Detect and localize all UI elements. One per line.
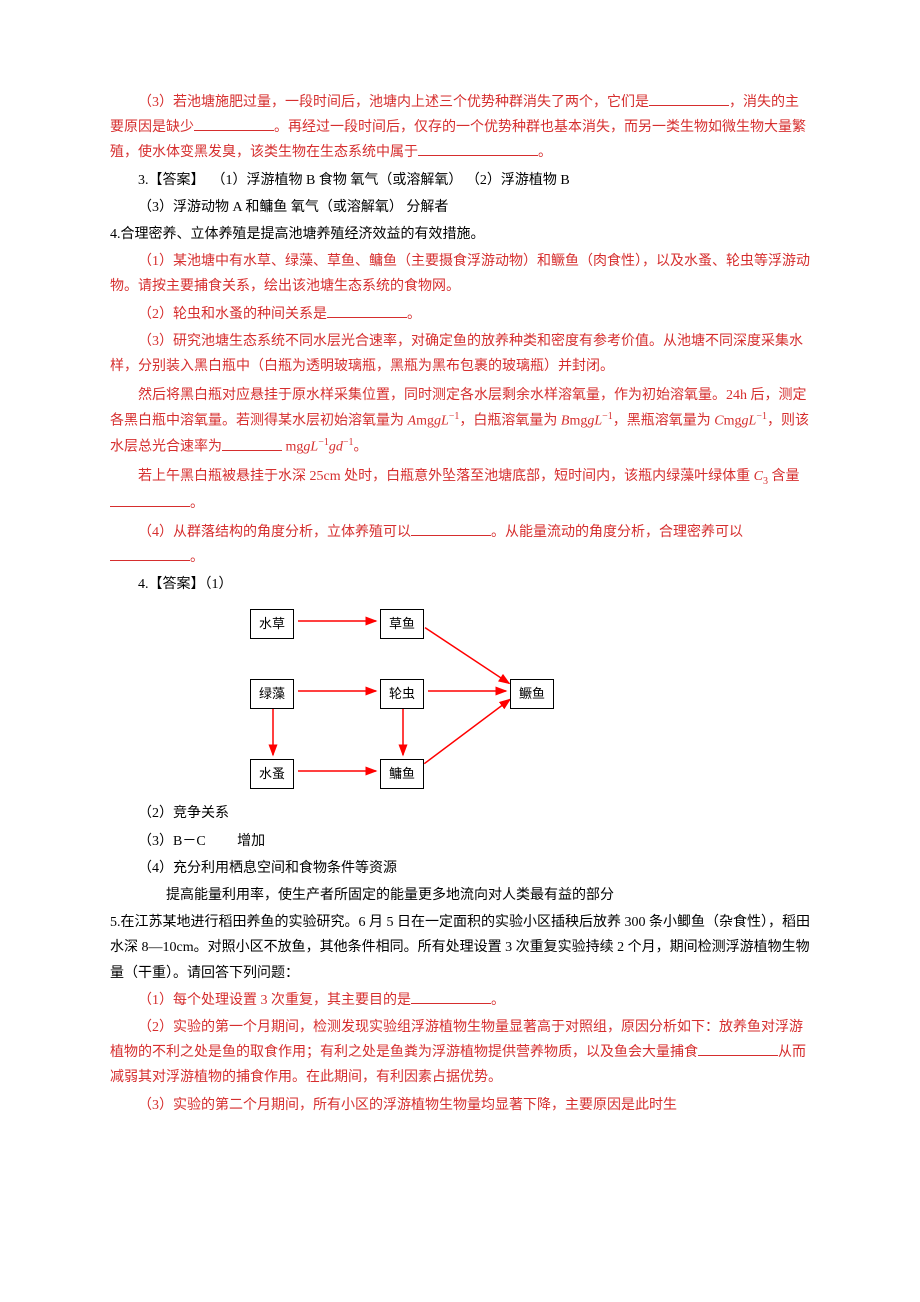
- q4-ans-4b: 提高能量利用率，使生产者所固定的能量更多地流向对人类最有益的部分: [110, 883, 810, 908]
- unit-mg: mg: [569, 414, 587, 429]
- unit-d: d: [336, 440, 343, 455]
- foodweb-diagram: 水草 草鱼绿藻 轮虫 鳜鱼水蚤 鳙鱼: [250, 609, 590, 789]
- q4-ans-3-text: （3）B－C 增加: [138, 834, 265, 849]
- foodweb-node-yongyu: 鳙鱼: [380, 759, 424, 788]
- q3-answer-line1: 3.【答案】 （1）浮游植物 B 食物 氧气（或溶解氧） （2）浮游植物 B: [110, 168, 810, 193]
- q4-p4-a: （4）从群落结构的角度分析，立体养殖可以: [138, 525, 411, 540]
- q4-p2: （2）轮虫和水蚤的种间关系是 。: [110, 302, 810, 327]
- foodweb-node-caoyu: 草鱼: [380, 609, 424, 638]
- blank: [411, 522, 491, 536]
- blank: [194, 117, 274, 131]
- formula-C: C: [714, 414, 723, 429]
- neg1: −1: [449, 411, 460, 422]
- q4-p4-c: 。: [190, 550, 204, 565]
- blank: [222, 437, 282, 451]
- q5-p1-a: （1）每个处理设置 3 次重复，其主要目的是: [138, 993, 411, 1008]
- q3-ans-1: （1）浮游植物 B 食物 氧气（或溶解氧） （2）浮游植物 B: [212, 173, 570, 188]
- q4-p4: （4）从群落结构的角度分析，立体养殖可以 。从能量流动的角度分析，合理密养可以。: [110, 520, 810, 570]
- q4-ans-line1: 4.【答案】（1）: [110, 572, 810, 597]
- blank: [110, 547, 190, 561]
- blank: [418, 142, 538, 156]
- q4-ans-4: （4）充分利用栖息空间和食物条件等资源: [110, 856, 810, 881]
- foodweb-node-guiyu: 鳜鱼: [510, 679, 554, 708]
- foodweb-node-shuicao: 水草: [250, 609, 294, 638]
- q4-p3: （3）研究池塘生态系统不同水层光合速率，对确定鱼的放养种类和密度有参考价值。从池…: [110, 329, 810, 379]
- q4-p3c-b: 含量: [768, 469, 800, 484]
- C3-C: C: [754, 469, 763, 484]
- q5-p1: （1）每个处理设置 3 次重复，其主要目的是 。: [110, 988, 810, 1013]
- q4-p2-b: 。: [407, 307, 421, 322]
- q4-intro: 4.合理密养、立体养殖是提高池塘养殖经济效益的有效措施。: [110, 222, 810, 247]
- q4-p4-b: 。从能量流动的角度分析，合理密养可以: [491, 525, 743, 540]
- q4-ans-3: （3）B－C 增加: [110, 829, 810, 854]
- q4-ans-2: （2）竞争关系: [110, 801, 810, 826]
- q5-p2: （2）实验的第一个月期间，检测发现实验组浮游植物生物量显著高于对照组，原因分析如…: [110, 1015, 810, 1091]
- foodweb-edge: [424, 700, 510, 764]
- unit-mg: mg: [416, 414, 434, 429]
- foodweb-edge: [425, 628, 509, 684]
- q3-p3-text-a: （3）若池塘施肥过量，一段时间后，池塘内上述三个优势种群消失了两个，它们是: [138, 95, 649, 110]
- formula-A: A: [408, 414, 417, 429]
- neg1: −1: [318, 437, 329, 448]
- q4-p3c: 若上午黑白瓶被悬挂于水深 25cm 处时，白瓶意外坠落至池塘底部，短时间内，该瓶…: [110, 464, 810, 516]
- q5-intro: 5.在江苏某地进行稻田养鱼的实验研究。6 月 5 日在一定面积的实验小区插秧后放…: [110, 910, 810, 986]
- unit-mg: mg: [724, 414, 742, 429]
- unit-gL: gL: [742, 414, 757, 429]
- unit-gL: gL: [434, 414, 449, 429]
- q3-p3-text-d: 。: [538, 145, 552, 160]
- neg1: −1: [602, 411, 613, 422]
- q5-p1-b: 。: [491, 993, 505, 1008]
- unit-mg: mg: [286, 440, 304, 455]
- foodweb-node-lunchong: 轮虫: [380, 679, 424, 708]
- blank: [698, 1042, 778, 1056]
- blank: [411, 990, 491, 1004]
- blank: [327, 304, 407, 318]
- q3-part3: （3）若池塘施肥过量，一段时间后，池塘内上述三个优势种群消失了两个，它们是，消失…: [110, 90, 810, 166]
- q4-p3b-c: ，黑瓶溶氧量为: [613, 414, 715, 429]
- q4-ans-label: 4.【答案】: [138, 577, 205, 592]
- blank: [649, 92, 729, 106]
- q5-p3: （3）实验的第二个月期间，所有小区的浮游植物生物量均显著下降，主要原因是此时生: [110, 1093, 810, 1118]
- foodweb-node-shuizao: 水蚤: [250, 759, 294, 788]
- q3-ans-label: 3.【答案】: [138, 173, 205, 188]
- q4-p3b: 然后将黑白瓶对应悬挂于原水样采集位置，同时测定各水层剩余水样溶氧量，作为初始溶氧…: [110, 383, 810, 460]
- neg1: −1: [756, 411, 767, 422]
- foodweb-node-lvzao: 绿藻: [250, 679, 294, 708]
- q3-ans-2: （3）浮游动物 A 和鳙鱼 氧气（或溶解氧） 分解者: [138, 200, 448, 215]
- neg1: −1: [343, 437, 354, 448]
- q3-answer-line2: （3）浮游动物 A 和鳙鱼 氧气（或溶解氧） 分解者: [110, 195, 810, 220]
- unit-gL: gL: [303, 440, 318, 455]
- unit-gL: gL: [587, 414, 602, 429]
- q4-p3b-e: 。: [353, 440, 367, 455]
- q4-p2-a: （2）轮虫和水蚤的种间关系是: [138, 307, 327, 322]
- blank: [110, 493, 190, 507]
- q4-ans-1: （1）: [205, 577, 233, 592]
- q4-p3b-b: ，白瓶溶氧量为: [459, 414, 561, 429]
- q4-p3c-c: 。: [190, 496, 204, 511]
- unit-g: g: [329, 440, 336, 455]
- q4-p1: （1）某池塘中有水草、绿藻、草鱼、鳙鱼（主要摄食浮游动物）和鳜鱼（肉食性），以及…: [110, 249, 810, 299]
- q4-p3c-a: 若上午黑白瓶被悬挂于水深 25cm 处时，白瓶意外坠落至池塘底部，短时间内，该瓶…: [138, 469, 754, 484]
